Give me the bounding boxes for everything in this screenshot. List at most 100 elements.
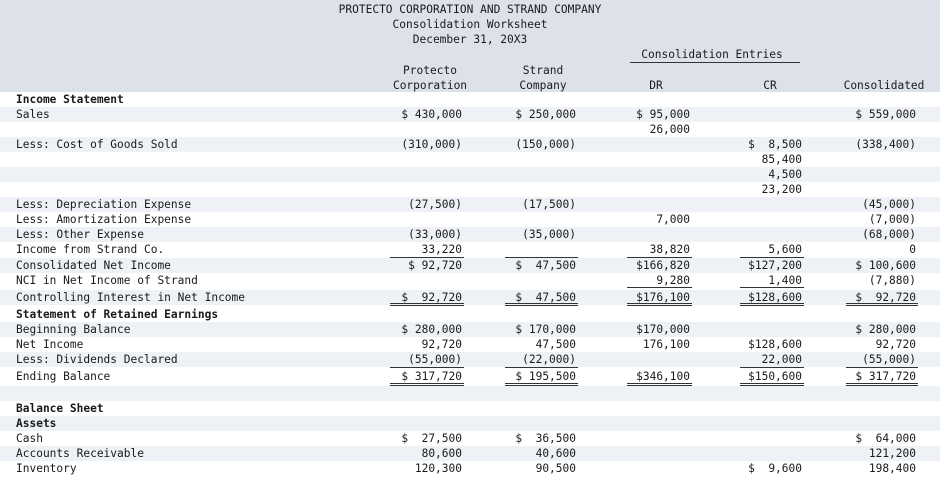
header-band: [0, 0, 940, 92]
total-rule: [627, 287, 692, 288]
cell-dr: $170,000: [636, 323, 690, 336]
cell-s: $ 36,500: [515, 432, 576, 445]
row-label: Statement of Retained Earnings: [16, 308, 219, 321]
cell-p: 92,720: [421, 338, 462, 351]
cell-s: $ 47,500: [515, 259, 576, 272]
row-label: Balance Sheet: [16, 402, 104, 415]
row-label: Less: Depreciation Expense: [16, 198, 192, 211]
cell-dr: $ 95,000: [636, 108, 690, 121]
cell-dr: 38,820: [649, 243, 690, 256]
entries-header-rule: [630, 62, 800, 63]
cell-c: (55,000): [862, 353, 916, 366]
document-title: Consolidation Worksheet: [392, 18, 548, 31]
protecto-header-1: Protecto: [403, 64, 457, 77]
cell-dr: $346,100: [636, 370, 690, 383]
cell-cr: 22,000: [761, 353, 802, 366]
cell-c: $ 64,000: [855, 432, 916, 445]
cell-cr: 85,400: [761, 153, 802, 166]
cell-dr: $166,820: [636, 259, 690, 272]
cell-s: 40,600: [535, 447, 576, 460]
cell-cr: $128,600: [748, 338, 802, 351]
cell-c: $ 317,720: [855, 370, 916, 383]
row-label: Income from Strand Co.: [16, 243, 165, 256]
cell-c: 198,400: [868, 462, 916, 475]
strand-header-1: Strand: [522, 64, 564, 77]
total-rule: [627, 257, 692, 258]
strand-header-2: Company: [519, 79, 567, 92]
row-label: Ending Balance: [16, 370, 111, 383]
cell-s: (17,500): [522, 198, 576, 211]
total-rule: [740, 367, 804, 368]
cell-dr: 26,000: [649, 123, 690, 136]
cell-p: $ 317,720: [401, 370, 462, 383]
row-label: Controlling Interest in Net Income: [16, 291, 246, 304]
row-shading: [0, 352, 940, 367]
cell-cr: 1,400: [768, 274, 802, 287]
cell-c: (338,400): [855, 138, 916, 151]
row-label: Accounts Receivable: [16, 447, 144, 460]
consolidated-header: Consolidated: [843, 79, 925, 92]
cell-cr: 5,600: [768, 243, 802, 256]
cell-c: 0: [909, 243, 916, 256]
row-label: Inventory: [16, 462, 77, 475]
cell-s: 90,500: [535, 462, 576, 475]
cell-c: $ 280,000: [855, 323, 916, 336]
cell-s: 47,500: [535, 338, 576, 351]
row-label: Sales: [16, 108, 50, 121]
entries-header: Consolidation Entries: [641, 48, 783, 61]
row-shading: [0, 137, 940, 152]
row-label: Net Income: [16, 338, 84, 351]
row-shading: [0, 107, 940, 122]
cell-cr: 23,200: [761, 183, 802, 196]
cell-cr: $127,200: [748, 259, 802, 272]
dr-header: DR: [649, 79, 663, 92]
total-rule: [740, 257, 804, 258]
cell-c: 121,200: [868, 447, 916, 460]
double-total-rule: [740, 303, 804, 306]
cell-dr: 9,280: [656, 274, 690, 287]
cell-c: 92,720: [875, 338, 916, 351]
cr-header: CR: [763, 79, 777, 92]
row-shading: [0, 446, 940, 461]
total-rule: [390, 257, 464, 258]
cell-dr: 7,000: [656, 213, 690, 226]
cell-cr: $ 8,500: [748, 138, 802, 151]
cell-p: 33,220: [421, 243, 462, 256]
row-label: Assets: [16, 417, 57, 430]
double-total-rule: [740, 383, 804, 386]
total-rule: [505, 257, 578, 258]
cell-s: (22,000): [522, 353, 576, 366]
cell-p: (310,000): [401, 138, 462, 151]
company-title: PROTECTO CORPORATION AND STRAND COMPANY: [338, 3, 602, 16]
row-label: Consolidated Net Income: [16, 259, 171, 272]
row-shading: [0, 227, 940, 242]
cell-p: 80,600: [421, 447, 462, 460]
double-total-rule: [846, 303, 918, 306]
cell-s: (150,000): [515, 138, 576, 151]
cell-s: $ 170,000: [515, 323, 576, 336]
cell-p: $ 280,000: [401, 323, 462, 336]
date-title: December 31, 20X3: [412, 33, 528, 46]
double-total-rule: [390, 303, 464, 306]
cell-c: (7,880): [868, 274, 916, 287]
cell-s: $ 195,500: [515, 370, 576, 383]
cell-dr: 176,100: [642, 338, 690, 351]
row-label: Less: Other Expense: [16, 228, 144, 241]
cell-p: 120,300: [414, 462, 462, 475]
row-shading: [0, 197, 940, 212]
protecto-header-2: Corporation: [392, 79, 468, 92]
cell-p: $ 92,720: [401, 291, 462, 304]
row-shading: [0, 290, 940, 305]
row-label: Cash: [16, 432, 43, 445]
cell-c: $ 559,000: [855, 108, 916, 121]
cell-cr: $150,600: [748, 370, 802, 383]
total-rule: [740, 287, 804, 288]
cell-p: (33,000): [408, 228, 462, 241]
total-rule: [505, 367, 578, 368]
cell-cr: $128,600: [748, 291, 802, 304]
cell-c: (45,000): [862, 198, 916, 211]
double-total-rule: [505, 383, 578, 386]
cell-c: (7,000): [868, 213, 916, 226]
row-label: Beginning Balance: [16, 323, 131, 336]
double-total-rule: [390, 383, 464, 386]
